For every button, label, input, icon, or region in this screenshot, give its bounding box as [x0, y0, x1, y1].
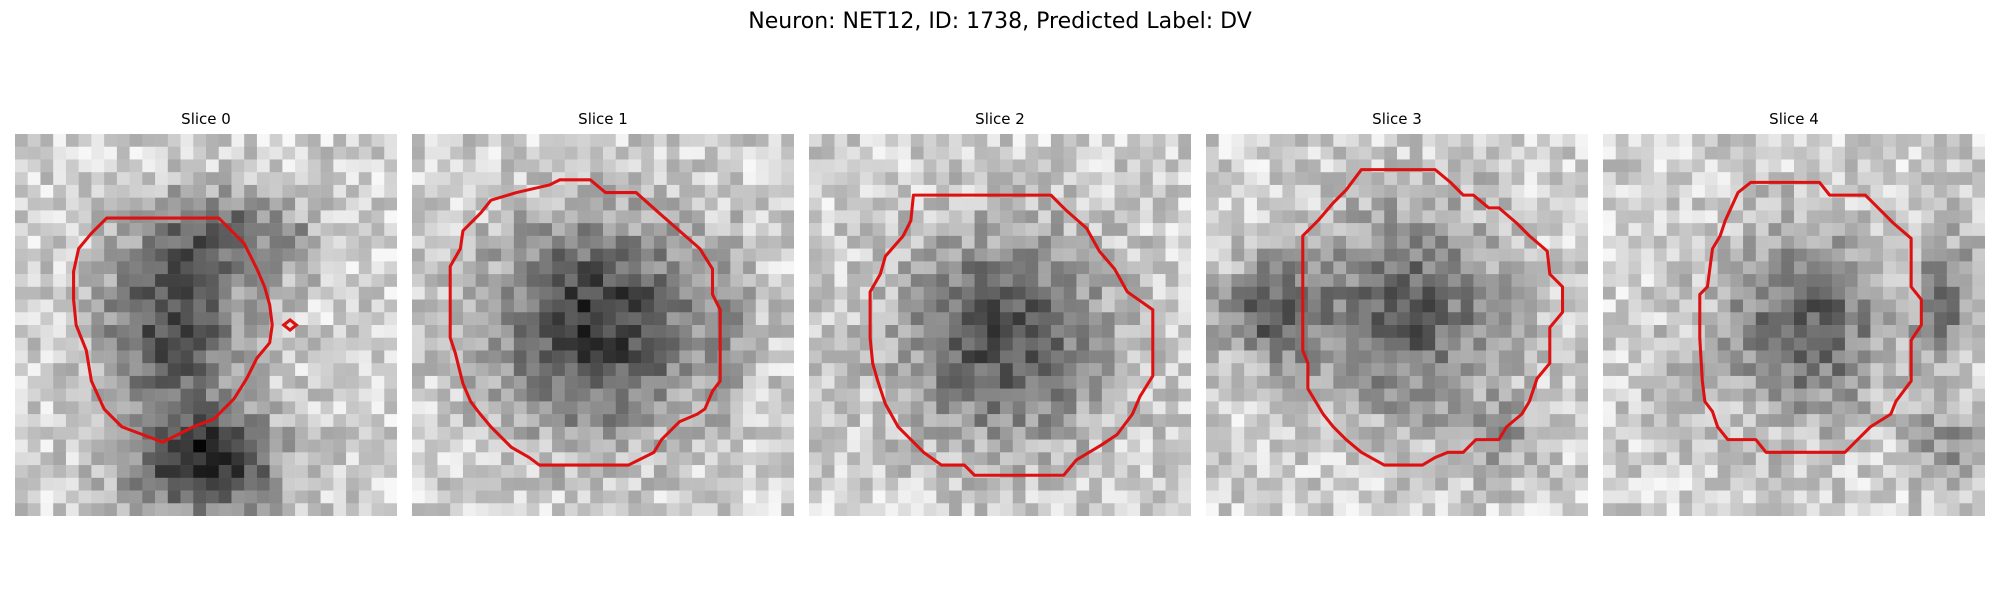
slice-pixels-0 — [15, 134, 397, 516]
slice-panel-2: Slice 2 — [809, 110, 1191, 516]
slice-title-1: Slice 1 — [578, 110, 628, 128]
slice-panel-1: Slice 1 — [412, 110, 794, 516]
slice-image-1 — [412, 134, 794, 516]
slice-panel-0: Slice 0 — [15, 110, 397, 516]
slice-pixels-4 — [1603, 134, 1985, 516]
slice-image-4 — [1603, 134, 1985, 516]
roi-contour-2 — [868, 193, 1155, 477]
slice-panel-4: Slice 4 — [1603, 110, 1985, 516]
roi-contour-0 — [72, 216, 274, 444]
slice-image-3 — [1206, 134, 1588, 516]
roi-contour-3 — [1301, 168, 1565, 467]
slice-title-2: Slice 2 — [975, 110, 1025, 128]
roi-contour-4 — [1698, 180, 1923, 454]
figure-title: Neuron: NET12, ID: 1738, Predicted Label… — [748, 9, 1252, 34]
slice-title-3: Slice 3 — [1372, 110, 1422, 128]
slice-image-0 — [15, 134, 397, 516]
slice-title-4: Slice 4 — [1769, 110, 1819, 128]
roi-contour-1 — [448, 178, 722, 467]
roi-contour-marker-0 — [281, 317, 299, 333]
slice-image-2 — [809, 134, 1191, 516]
slice-title-0: Slice 0 — [181, 110, 231, 128]
slice-pixels-1 — [412, 134, 794, 516]
slice-pixels-3 — [1206, 134, 1588, 516]
slice-panel-3: Slice 3 — [1206, 110, 1588, 516]
slice-pixels-2 — [809, 134, 1191, 516]
